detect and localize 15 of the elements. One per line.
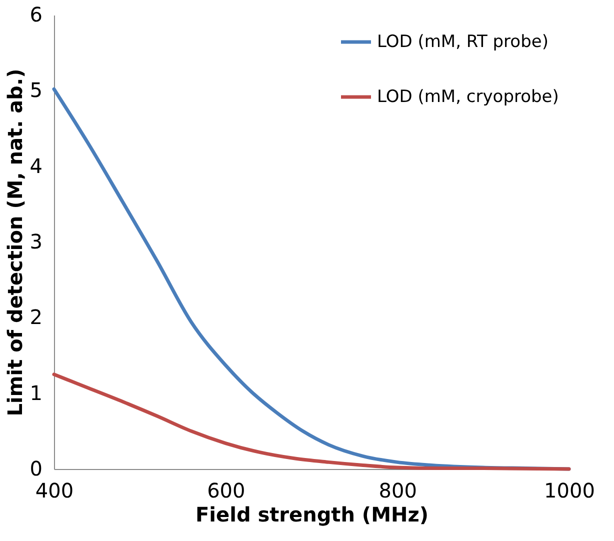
y-tick-label: 4 <box>30 154 42 178</box>
x-tick-label: 600 <box>207 478 246 502</box>
x-tick-label: 800 <box>378 478 417 502</box>
x-axis-title: Field strength (MHz) <box>196 502 428 526</box>
y-tick-label: 1 <box>30 380 42 405</box>
y-tick-label: 2 <box>30 305 42 330</box>
y-tick-label: 6 <box>30 2 42 26</box>
y-tick-label: 5 <box>30 78 42 102</box>
legend-label: LOD (mM, RT probe) <box>377 32 548 52</box>
y-tick-label: 0 <box>30 456 42 480</box>
y-tick-label: 3 <box>30 230 42 254</box>
y-axis-title: Limit of detection (M, nat. ab.) <box>2 68 27 416</box>
legend-label: LOD (mM, cryoprobe) <box>377 87 559 107</box>
x-tick-label: 1000 <box>544 478 595 502</box>
x-tick-label: 400 <box>35 478 74 502</box>
